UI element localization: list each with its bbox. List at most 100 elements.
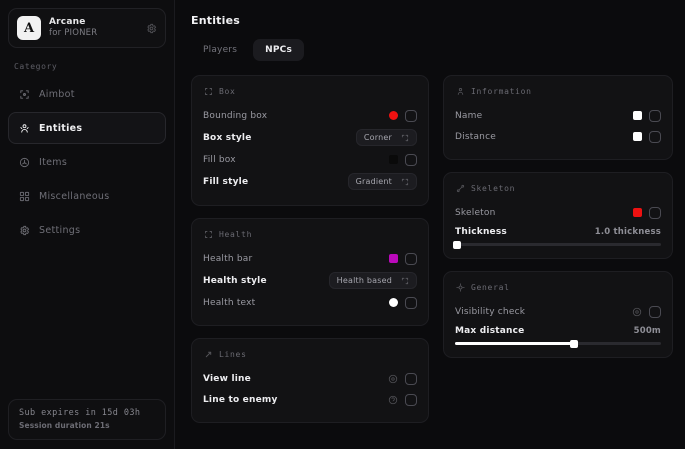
sidebar-item-items[interactable]: Items [8,146,166,178]
panel-title: General [471,282,510,292]
slider-value: 1.0 thickness [594,227,661,237]
panel-box: Box Bounding box Box style Cor [191,75,429,206]
tab-npcs[interactable]: NPCs [253,39,304,61]
row-controls [633,130,661,143]
row-controls [389,296,417,309]
target-icon [455,282,465,292]
row-skeleton: Skeleton [455,202,661,223]
dropdown-icon [401,134,409,142]
toggle-checkbox[interactable] [405,372,417,385]
row-controls [388,393,417,406]
sidebar-item-label: Aimbot [39,88,75,100]
row-controls [388,372,417,385]
panel-lines: Lines View line [191,338,429,423]
row-controls: Health based [328,272,417,289]
toggle-checkbox[interactable] [405,252,417,265]
panel-title: Skeleton [471,183,516,193]
row-distance: Distance [455,126,661,147]
toggle-checkbox[interactable] [405,153,417,166]
row-label: Health bar [203,253,253,264]
subscription-expiry: Sub expires in 15d 03h [19,408,141,418]
row-controls [389,153,417,166]
tab-players[interactable]: Players [203,45,238,55]
panel-header: Lines [203,349,417,359]
panel-header: Skeleton [455,183,661,193]
toggle-checkbox[interactable] [649,305,661,318]
color-swatch[interactable] [633,111,642,120]
toggle-checkbox[interactable] [405,393,417,406]
box-brackets-icon [203,229,213,239]
subscription-card: Sub expires in 15d 03h Session duration … [8,399,166,440]
select-health-style[interactable]: Health based [328,272,417,289]
sidebar-item-miscellaneous[interactable]: Miscellaneous [8,180,166,212]
color-swatch[interactable] [389,254,398,263]
bone-icon [455,183,465,193]
toggle-checkbox[interactable] [649,130,661,143]
left-column: Box Bounding box Box style Cor [191,75,429,423]
row-controls: Gradient [347,173,417,190]
slider-label: Thickness [455,227,507,237]
row-line-to-enemy: Line to enemy [203,389,417,410]
page-title: Entities [191,14,241,27]
sidebar-item-aimbot[interactable]: Aimbot [8,78,166,110]
panel-information: Information Name Distance [443,75,673,160]
gear-icon [18,224,30,236]
entities-icon [18,122,30,134]
row-label: View line [203,373,251,384]
panel-header: General [455,282,661,292]
sidebar-item-label: Items [39,156,68,168]
sidebar-nav: Aimbot Entities [8,78,166,246]
slider-track[interactable] [455,339,661,348]
tab-bar: Players NPCs [191,39,673,61]
color-swatch[interactable] [633,132,642,141]
toggle-checkbox[interactable] [405,296,417,309]
row-view-line: View line [203,368,417,389]
eye-icon[interactable] [388,395,398,405]
dropdown-icon [401,178,409,186]
toggle-checkbox[interactable] [405,109,417,122]
toggle-checkbox[interactable] [649,206,661,219]
slider-thumb[interactable] [570,339,579,348]
color-swatch[interactable] [389,155,398,164]
row-label: Line to enemy [203,394,278,405]
select-box-style[interactable]: Corner [355,129,417,146]
slider-thumb[interactable] [453,240,462,249]
right-column: Information Name Distance [443,75,673,358]
brand-text: Arcane for PIONER [49,17,138,39]
panel-title: Information [471,86,532,96]
panel-title: Health [219,229,253,239]
color-swatch[interactable] [389,298,398,307]
row-label: Health style [203,275,267,286]
row-name: Name [455,105,661,126]
row-health-style: Health style Health based [203,269,417,292]
panel-title: Box [219,86,236,96]
row-label: Distance [455,131,496,142]
color-swatch[interactable] [633,208,642,217]
color-swatch[interactable] [389,111,398,120]
eye-icon[interactable] [632,307,642,317]
select-fill-style[interactable]: Gradient [347,173,417,190]
slider-label: Max distance [455,326,525,336]
slider-header: Max distance 500m [455,323,661,340]
slider-track[interactable] [453,240,661,249]
toggle-checkbox[interactable] [649,109,661,122]
crosshair-icon [18,88,30,100]
panel-general: General Visibility check [443,271,673,358]
brand-card[interactable]: A Arcane for PIONER [8,8,166,48]
panel-header: Information [455,86,661,96]
row-fill-box: Fill box [203,149,417,170]
sidebar-item-settings[interactable]: Settings [8,214,166,246]
row-label: Skeleton [455,207,496,218]
eye-icon[interactable] [388,374,398,384]
blocks-icon [18,190,30,202]
row-label: Fill box [203,154,236,165]
sidebar-item-entities[interactable]: Entities [8,112,166,144]
row-health-text: Health text [203,292,417,313]
gear-icon[interactable] [146,19,157,38]
entities-icon [455,86,465,96]
brand-name: Arcane [49,17,86,28]
row-label: Bounding box [203,110,268,121]
row-visibility-check: Visibility check [455,301,661,322]
arrow-diagonal-icon [203,349,213,359]
